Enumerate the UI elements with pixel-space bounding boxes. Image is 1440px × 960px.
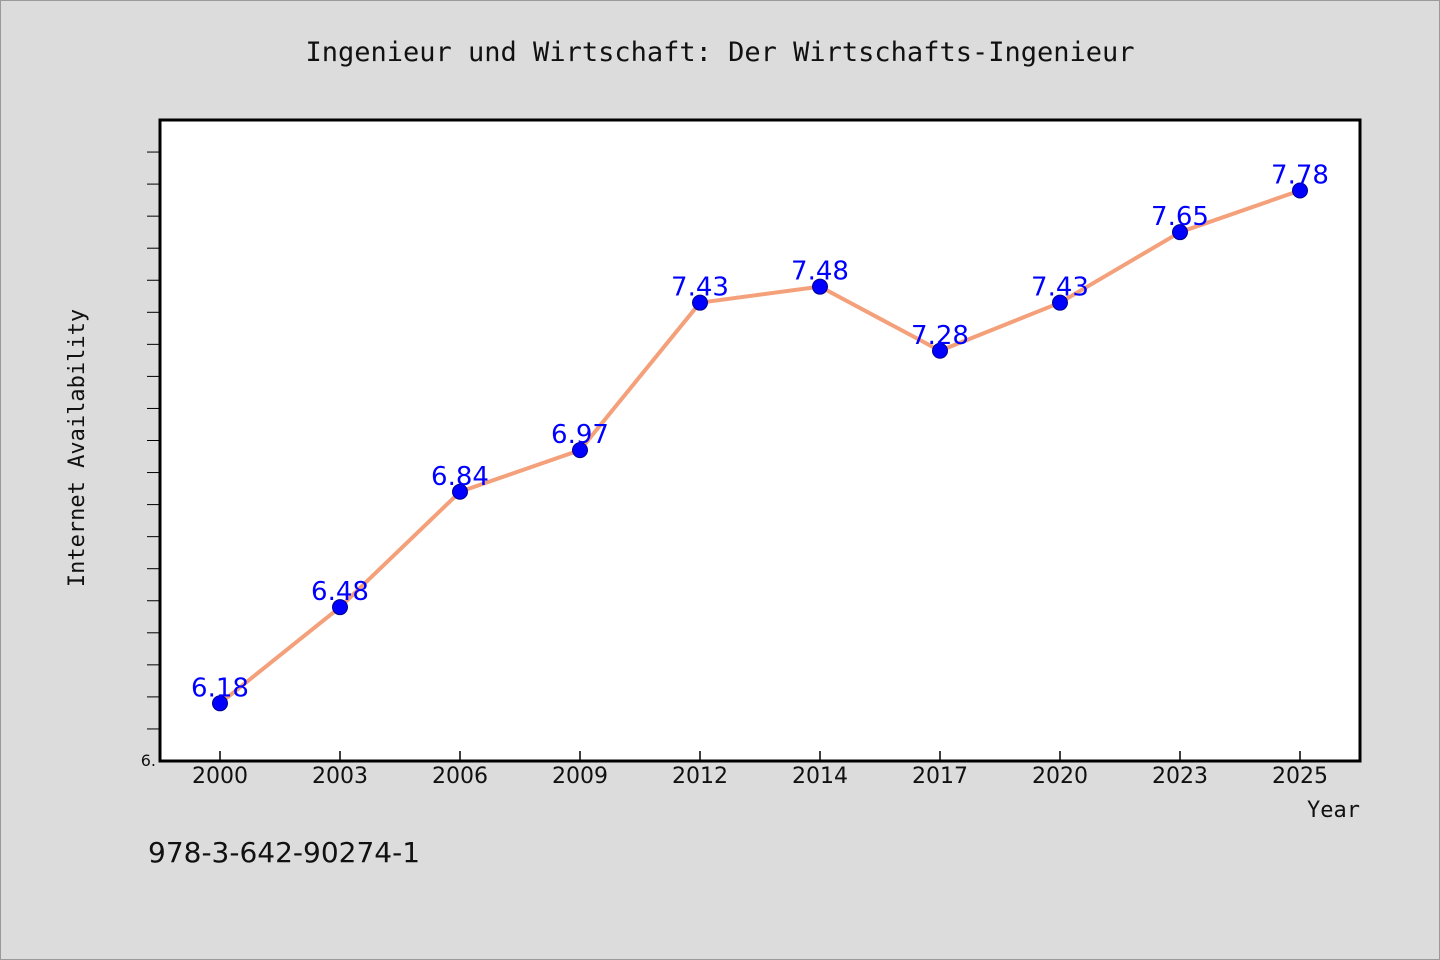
data-label: 6.48 <box>311 577 369 607</box>
data-label: 7.28 <box>911 321 969 351</box>
data-point <box>572 442 588 459</box>
x-axis-ticks: 2000 2003 2006 2009 2012 2014 2017 2020 2023 2025 <box>192 751 1328 789</box>
x-tick-label: 2023 <box>1152 764 1208 789</box>
plot-area <box>158 118 1362 763</box>
x-tick-label: 2009 <box>552 764 608 789</box>
x-tick-label: 2000 <box>192 764 248 789</box>
x-axis-label: Year <box>1307 798 1360 823</box>
x-tick-label: 2020 <box>1032 764 1088 789</box>
y-tick-label: 6. <box>141 751 156 770</box>
x-tick-label: 2012 <box>672 764 728 789</box>
data-point <box>212 695 228 712</box>
data-point <box>1292 182 1308 199</box>
series-layer <box>212 182 1308 712</box>
data-label: 7.43 <box>671 273 729 303</box>
y-axis-ticks: 6. <box>141 151 160 770</box>
x-tick-label: 2006 <box>432 764 488 789</box>
data-point <box>1052 294 1068 311</box>
x-tick-label: 2017 <box>912 764 968 789</box>
data-label: 7.65 <box>1151 202 1209 232</box>
data-label: 6.84 <box>431 462 489 492</box>
data-point <box>692 294 708 311</box>
data-label: 6.97 <box>551 420 609 450</box>
data-point <box>1172 224 1188 241</box>
data-point <box>332 599 348 616</box>
x-tick-label: 2014 <box>792 764 848 789</box>
x-tick-label: 2003 <box>312 764 368 789</box>
data-label: 7.78 <box>1271 161 1329 191</box>
isbn-text: 978-3-642-90274-1 <box>148 836 420 869</box>
data-label: 7.48 <box>791 257 849 287</box>
data-labels: 6.18 6.48 6.84 6.97 7.43 7.48 7.28 7.43 7.65 7.78 <box>191 161 1329 704</box>
data-label: 7.43 <box>1031 273 1089 303</box>
y-axis-label: Internet Availability <box>65 309 90 587</box>
data-point <box>812 278 828 295</box>
x-tick-label: 2025 <box>1272 764 1328 789</box>
data-label: 6.18 <box>191 673 249 703</box>
data-point <box>452 483 468 500</box>
data-point <box>932 342 948 359</box>
series-line <box>218 188 1301 705</box>
chart-title: Ingenieur und Wirtschaft: Der Wirtschaft… <box>305 37 1134 68</box>
